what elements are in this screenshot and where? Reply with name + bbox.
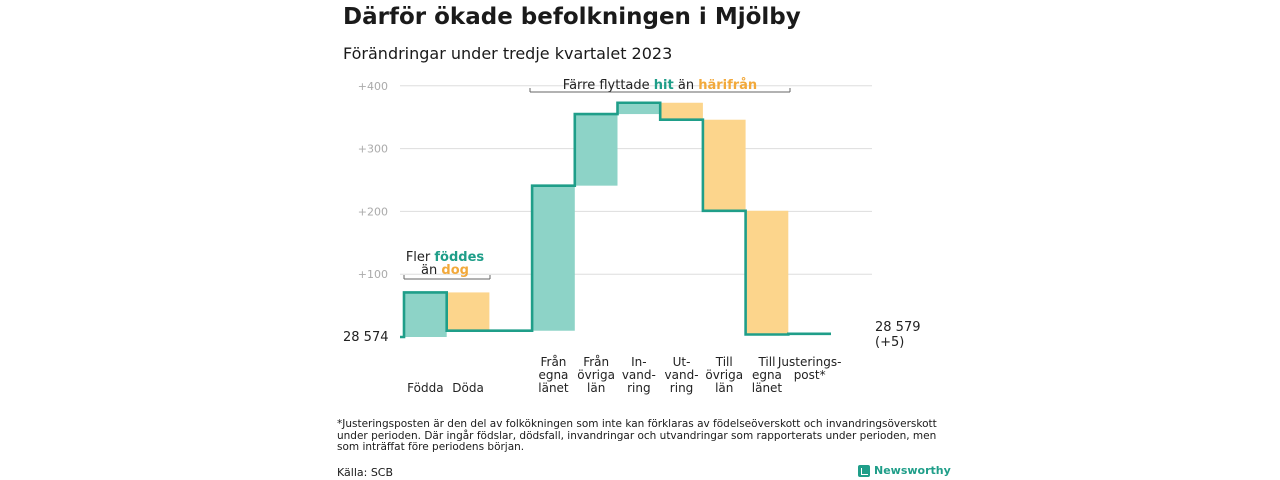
waterfall-bar [745, 210, 789, 335]
newsworthy-logo-icon [858, 464, 870, 477]
x-tick-label: Från [540, 355, 566, 369]
y-tick-label: +400 [358, 80, 388, 93]
annotation-highlight: härifrån [698, 78, 757, 93]
x-tick-label: post* [794, 368, 826, 382]
source-label: Källa: SCB [337, 466, 394, 479]
x-tick-label: Till [757, 355, 775, 369]
brand-logo: Newsworthy [858, 464, 951, 477]
annotation-moved: Färre flyttade hit än härifrån [563, 78, 757, 93]
x-tick-label: ring [627, 381, 651, 395]
annotation-text: än [421, 263, 441, 278]
y-tick-label: +300 [358, 143, 388, 156]
annotation-bracket-born [403, 275, 491, 280]
waterfall-bar [404, 292, 447, 337]
x-tick-label: län [587, 381, 605, 395]
annotation-highlight: dog [441, 263, 469, 278]
x-tick-label: övriga [577, 368, 615, 382]
end-change-label: (+5) [875, 335, 904, 350]
waterfall-bar [617, 102, 661, 115]
footnote: *Justeringsposten är den del av folkökni… [337, 418, 937, 453]
x-tick-label: Till [715, 355, 733, 369]
cumulative-line [400, 101, 831, 339]
waterfall-bar [702, 119, 746, 211]
end-value-label: 28 579 [875, 320, 921, 335]
x-tick-label: egna [752, 368, 782, 382]
chart-subtitle: Förändringar under tredje kvartalet 2023 [343, 44, 673, 63]
start-value-label: 28 574 [343, 330, 389, 345]
waterfall-bar [660, 102, 703, 120]
annotation-bracket-moved [529, 88, 791, 93]
chart-title: Därför ökade befolkningen i Mjölby [343, 4, 801, 30]
x-tick-label: vand- [622, 368, 656, 382]
annotation-highlight: föddes [434, 250, 484, 265]
x-tick-label: länet [752, 381, 783, 395]
annotation-born-line1: Fler föddes [406, 250, 485, 265]
x-tick-label: län [715, 381, 733, 395]
x-tick-label: övriga [705, 368, 743, 382]
x-tick-label: Födda [407, 381, 443, 395]
annotation-text: Fler [406, 250, 435, 265]
x-tick-label: länet [538, 381, 569, 395]
x-tick-label: ring [670, 381, 694, 395]
y-tick-label: +200 [358, 205, 388, 218]
waterfall-bar [446, 292, 490, 331]
y-tick-label: +100 [358, 268, 388, 281]
x-tick-label: egna [538, 368, 568, 382]
annotation-text: Färre flyttade [563, 78, 654, 93]
x-tick-label: Från [583, 355, 609, 369]
annotation-highlight: hit [654, 78, 674, 93]
x-tick-label: Döda [452, 381, 484, 395]
x-tick-label: vand- [665, 368, 699, 382]
annotation-born-line2: än dog [421, 263, 469, 278]
x-tick-label: Ut- [673, 355, 691, 369]
waterfall-bar [532, 185, 575, 331]
waterfall-bar [574, 114, 618, 186]
brand-logo-text: Newsworthy [874, 464, 951, 477]
x-tick-label: In- [631, 355, 646, 369]
annotation-text: än [674, 78, 698, 93]
x-tick-label: Justerings- [777, 355, 842, 369]
